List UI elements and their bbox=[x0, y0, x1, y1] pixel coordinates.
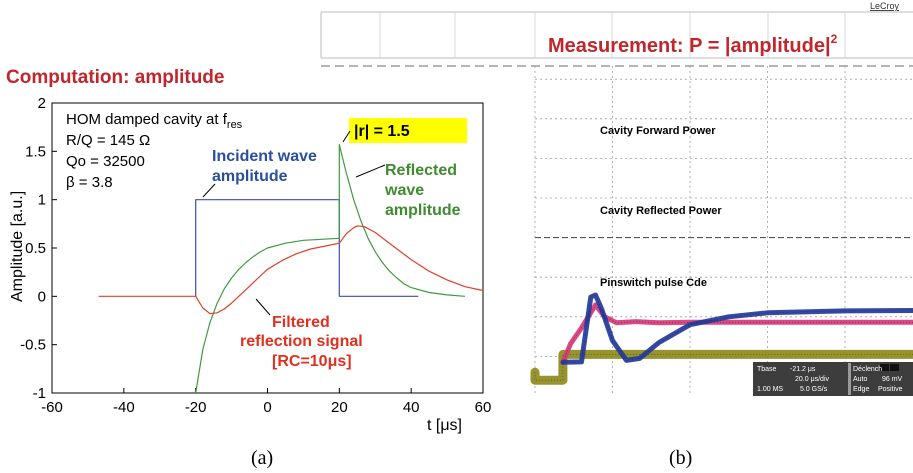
scope-info-panel: Tbase -21.2 μs Déclench 20.0 μs/div Auto… bbox=[753, 362, 913, 396]
info-samples: 1.00 MS bbox=[757, 386, 783, 393]
plot-a-xlabel: t [μs] bbox=[427, 417, 462, 434]
cavity-parameters: HOM damped cavity at fres R/Q = 145 Ω Qo… bbox=[66, 111, 243, 191]
plot-a-ylabel: Amplitude [a.u.] bbox=[9, 191, 26, 302]
filtered-label-line1: Filtered bbox=[272, 314, 330, 331]
incident-label-line1: Incident wave bbox=[212, 148, 317, 165]
x-tick-label: 60 bbox=[475, 399, 492, 416]
r-pointer bbox=[342, 130, 351, 143]
x-tick-label: -20 bbox=[185, 399, 207, 416]
filtered-label-line2: reflection signal bbox=[240, 333, 363, 350]
panel-a-computation: -60 -40 -20 0 20 40 60 -1 -0.5 0 0.5 1 1.5 2 Computat… bbox=[6, 67, 491, 469]
plot-a-series bbox=[98, 144, 484, 394]
info-type: Edge bbox=[853, 386, 869, 393]
y-tick-label: -0.5 bbox=[20, 337, 46, 354]
caption-a: (a) bbox=[251, 447, 273, 469]
y-tick-label: 2 bbox=[38, 95, 46, 112]
incident-pointer bbox=[202, 183, 216, 198]
y-tick-label: 0 bbox=[38, 288, 46, 305]
series-line-2 bbox=[195, 144, 466, 394]
x-tick-label: 20 bbox=[331, 399, 348, 416]
trace-label-pinswitch: Pinswitch pulse Cde bbox=[600, 277, 707, 289]
reflected-pointer bbox=[355, 164, 386, 178]
info-timediv: 20.0 μs/div bbox=[795, 376, 829, 383]
series-line-3 bbox=[98, 225, 484, 315]
filtered-label-line3: [RC=10μs] bbox=[272, 353, 352, 370]
scope-header: LeCroy bbox=[320, 1, 913, 59]
y-tick-label: 1 bbox=[38, 192, 46, 209]
reflected-label-line3: amplitude bbox=[385, 202, 461, 219]
reflected-label-line1: Reflected bbox=[385, 162, 457, 179]
info-tbase: Tbase bbox=[757, 366, 777, 373]
incident-label-line2: amplitude bbox=[212, 168, 288, 185]
info-mode: Auto bbox=[853, 376, 868, 383]
scope-trace-3 bbox=[530, 349, 913, 385]
scope-brand: LeCroy bbox=[870, 1, 900, 11]
r-label: |r| = 1.5 bbox=[354, 123, 410, 140]
filtered-pointer bbox=[255, 298, 271, 316]
plot-a-title: Computation: amplitude bbox=[6, 67, 224, 88]
y-tick-label: 1.5 bbox=[25, 143, 46, 160]
param-rq: R/Q = 145 Ω bbox=[66, 132, 150, 149]
x-tick-label: -40 bbox=[113, 399, 135, 416]
r-highlight-box bbox=[349, 118, 467, 143]
info-trigger: Déclench bbox=[853, 366, 882, 373]
trace-label-reflected: Cavity Reflected Power bbox=[600, 205, 722, 217]
trace-label-forward: Cavity Forward Power bbox=[600, 125, 716, 137]
param-title: HOM damped cavity at fres bbox=[66, 111, 243, 131]
info-rate: 5.0 GS/s bbox=[800, 386, 828, 393]
info-delay: -21.2 μs bbox=[790, 366, 816, 373]
y-tick-label: 0.5 bbox=[25, 240, 46, 257]
param-beta: β = 3.8 bbox=[66, 174, 113, 191]
plot-a-ticks: -60 -40 -20 0 20 40 60 -1 -0.5 0 0.5 1 1.5 2 bbox=[20, 95, 491, 416]
param-qo: Qo = 32500 bbox=[66, 153, 145, 170]
panel-b-measurement: LeCroy Measurement: P = |amplitude|2 Cav… bbox=[320, 1, 913, 469]
reflected-label-line2: wave bbox=[384, 182, 424, 199]
x-tick-label: -60 bbox=[41, 399, 63, 416]
info-slope: Positive bbox=[878, 386, 903, 393]
scope-traces bbox=[530, 292, 913, 385]
scope-grid bbox=[534, 66, 913, 396]
x-tick-label: 0 bbox=[263, 399, 271, 416]
y-tick-label: -1 bbox=[33, 385, 46, 402]
scope-trace-noise-2 bbox=[562, 294, 913, 363]
caption-b: (b) bbox=[669, 447, 692, 469]
info-level: 96 mV bbox=[882, 376, 903, 383]
plot-b-title: Measurement: P = |amplitude|2 bbox=[548, 32, 838, 57]
x-tick-label: 40 bbox=[403, 399, 420, 416]
